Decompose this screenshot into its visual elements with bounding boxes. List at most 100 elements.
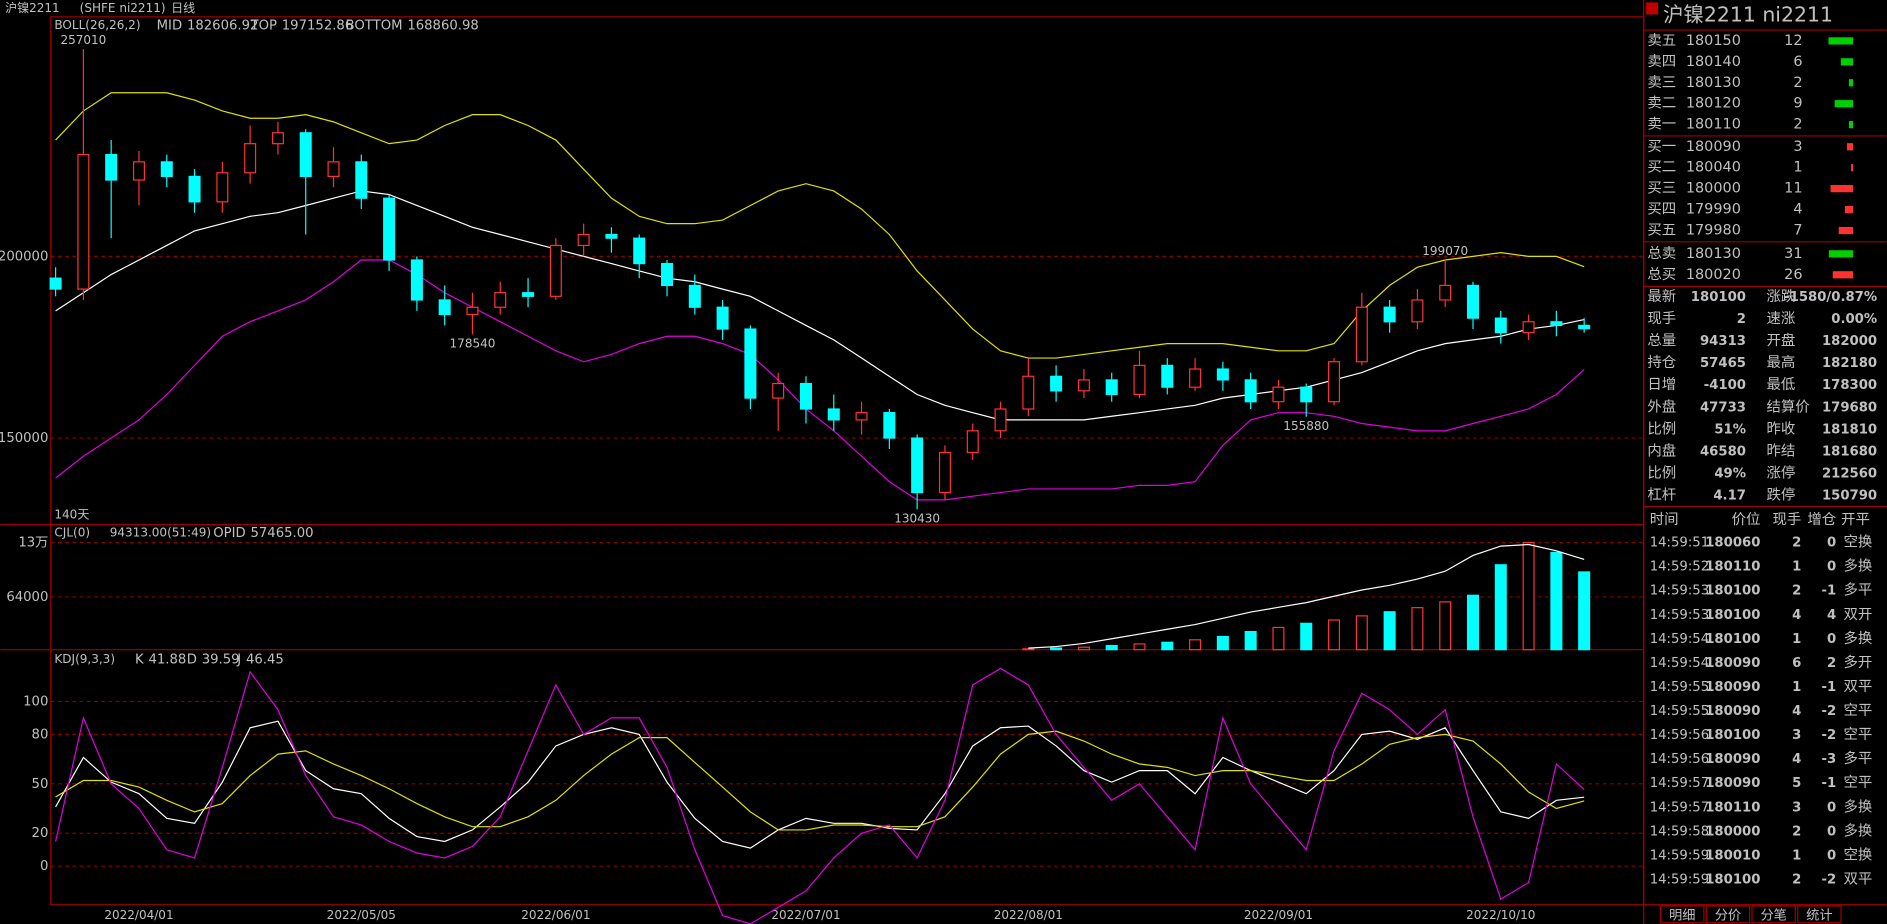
trade-time: 14:59:56 xyxy=(1650,752,1709,767)
volume-bar xyxy=(1355,615,1368,651)
trade-qty: 4 xyxy=(1792,608,1801,623)
trade-price: 180010 xyxy=(1705,848,1760,863)
x-tick-label: 2022/09/01 xyxy=(1244,908,1313,922)
candle-body xyxy=(855,412,868,421)
volume-bar xyxy=(1216,635,1229,651)
candle-body xyxy=(1522,321,1535,334)
trade-time: 14:59:55 xyxy=(1650,680,1709,695)
candle-body xyxy=(49,277,62,290)
trade-time: 14:59:52 xyxy=(1650,560,1709,575)
stat-value: 212560 xyxy=(1822,466,1877,481)
candle-body xyxy=(77,153,90,290)
column-header: 现手 xyxy=(1772,511,1801,528)
legend-entry: D 39.59 xyxy=(187,652,240,667)
period[interactable]: 日线 xyxy=(171,1,195,15)
trade-qty: 1 xyxy=(1792,848,1801,863)
candle-body xyxy=(911,437,924,494)
candle-body xyxy=(494,292,507,308)
volume-bar xyxy=(1522,541,1535,651)
legend-name: K xyxy=(135,652,144,667)
candle-body xyxy=(1411,299,1424,323)
volume-bar xyxy=(1411,607,1424,651)
stat-value: 57465 xyxy=(1700,356,1746,371)
y-tick-label: 100 xyxy=(23,694,48,709)
book-price: 180130 xyxy=(1686,246,1741,262)
candle-body xyxy=(244,143,257,174)
tab[interactable] xyxy=(1797,905,1842,924)
candle-body xyxy=(1050,375,1063,392)
legend-value: 46.45 xyxy=(246,652,284,667)
tab[interactable] xyxy=(1659,905,1705,924)
candle-body xyxy=(1189,368,1202,388)
column-header: 价位 xyxy=(1732,511,1761,528)
book-label: 买五 xyxy=(1647,222,1676,239)
trade-qty: 1 xyxy=(1792,632,1801,647)
trade-kind: 空换 xyxy=(1843,534,1872,551)
stat-label: 涨跌 xyxy=(1766,288,1795,305)
trade-kind: 空平 xyxy=(1843,726,1872,743)
extreme-label: 199070 xyxy=(1422,244,1468,258)
tab-label[interactable]: 分笔 xyxy=(1760,908,1786,924)
stat-label: 开盘 xyxy=(1766,331,1795,349)
stat-label: 持仓 xyxy=(1647,354,1676,371)
candle-body xyxy=(188,175,201,203)
tab-label[interactable]: 明细 xyxy=(1669,908,1695,924)
stat-value: 0.00% xyxy=(1831,312,1877,327)
symbol[interactable]: 沪镍2211 xyxy=(5,1,60,15)
book-price: 180150 xyxy=(1686,33,1741,49)
candle-body xyxy=(966,430,979,454)
candle-body xyxy=(994,408,1007,432)
stat-value: 46580 xyxy=(1700,444,1746,459)
volume-bar xyxy=(1466,594,1480,651)
book-bar xyxy=(1828,250,1854,258)
stat-value: 94313 xyxy=(1700,334,1746,349)
book-price: 180120 xyxy=(1686,96,1741,112)
candle-body xyxy=(1578,324,1591,330)
trade-qty: 3 xyxy=(1792,800,1801,815)
trade-time: 14:59:56 xyxy=(1650,728,1709,743)
stat-label: 比例 xyxy=(1647,420,1676,437)
legend-name: BOTTOM xyxy=(346,18,403,33)
trade-price: 180110 xyxy=(1705,560,1760,575)
candle-body xyxy=(1244,379,1257,403)
candle-body xyxy=(772,382,785,399)
legend-entry: K 41.88 xyxy=(135,652,186,667)
legend-value: 182606.92 xyxy=(187,18,258,33)
trade-oi: -3 xyxy=(1822,752,1837,767)
trade-kind: 多换 xyxy=(1843,798,1872,815)
book-qty: 3 xyxy=(1793,139,1802,155)
candle-body xyxy=(1133,364,1146,396)
volume-bar xyxy=(1133,643,1146,651)
book-qty: 9 xyxy=(1793,96,1802,112)
trade-oi: 4 xyxy=(1827,608,1836,623)
stat-value: 178300 xyxy=(1822,378,1877,393)
book-qty: 31 xyxy=(1784,246,1802,262)
tab[interactable] xyxy=(1705,905,1751,924)
book-label: 买三 xyxy=(1647,180,1676,197)
book-price: 180020 xyxy=(1686,267,1741,283)
trade-oi: 0 xyxy=(1827,560,1836,575)
candle-body xyxy=(1105,379,1118,396)
candle-body xyxy=(549,244,562,297)
book-qty: 6 xyxy=(1793,54,1802,70)
stat-value: 181810 xyxy=(1822,422,1877,437)
trade-time: 14:59:58 xyxy=(1650,824,1709,839)
stat-label: 杠杆 xyxy=(1647,486,1676,503)
candle-body xyxy=(1383,306,1396,323)
volume-bar xyxy=(1383,611,1396,651)
trade-qty: 6 xyxy=(1792,656,1801,671)
tab-label[interactable]: 分价 xyxy=(1715,908,1741,924)
tab-label[interactable]: 统计 xyxy=(1806,908,1832,924)
icon xyxy=(1646,2,1659,15)
candle-body xyxy=(1022,375,1035,410)
trade-oi: -1 xyxy=(1822,584,1837,599)
book-bar xyxy=(1832,271,1854,279)
trade-price: 180110 xyxy=(1705,800,1760,815)
stat-label: 最高 xyxy=(1766,354,1795,371)
trade-qty: 2 xyxy=(1792,872,1801,887)
volume-bar xyxy=(1300,622,1313,651)
legend-name: OPID xyxy=(213,526,245,541)
tab[interactable] xyxy=(1751,905,1796,924)
x-tick-label: 2022/06/01 xyxy=(521,908,590,922)
book-label: 卖三 xyxy=(1647,74,1676,91)
